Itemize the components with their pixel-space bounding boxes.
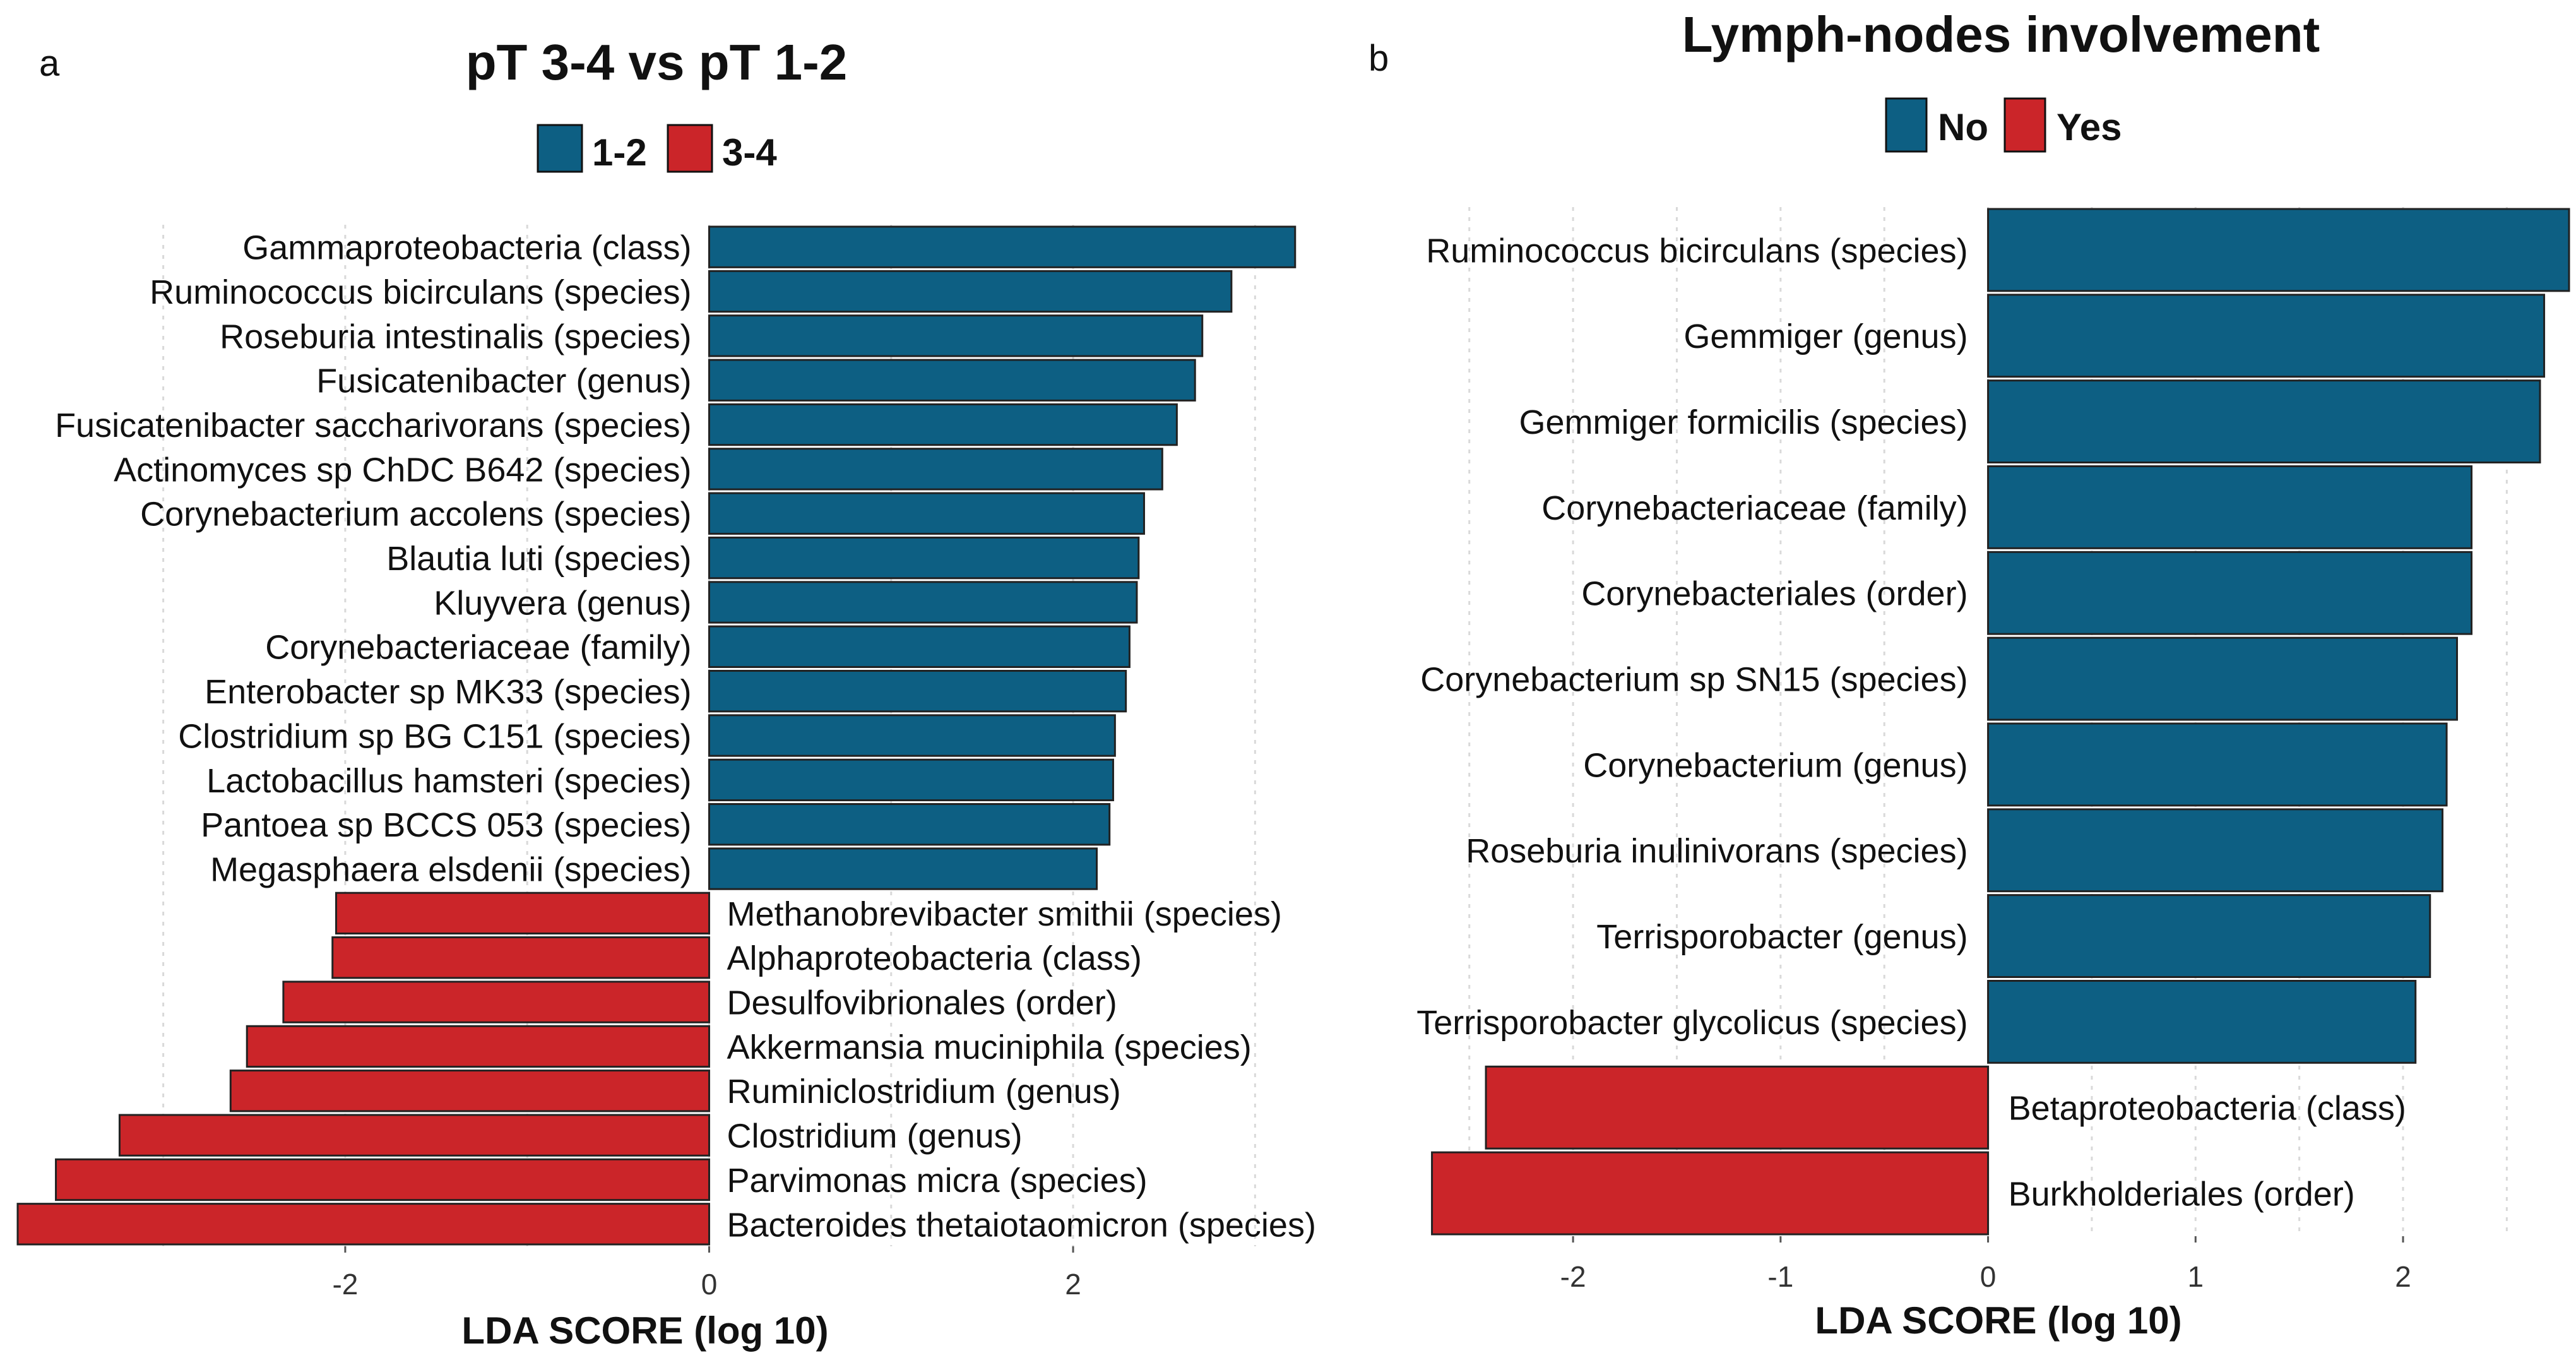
- panel-b-x-tick-label: -2: [1560, 1260, 1586, 1293]
- panel-a-bar-label: Enterobacter sp MK33 (species): [205, 673, 691, 711]
- panel-a-bar-label: Ruminiclostridium (genus): [727, 1073, 1120, 1111]
- panel-b-bar-label: Corynebacteriaceae (family): [1541, 489, 1968, 527]
- panel-b-bar: [1987, 636, 2458, 721]
- panel-a-bar: [708, 359, 1196, 402]
- panel-b-bar-label: Corynebacterium (genus): [1583, 746, 1968, 784]
- panel-a-bar: [708, 758, 1114, 802]
- panel-a-bar-label: Lactobacillus hamsteri (species): [206, 762, 691, 800]
- panel-b-bar-label: Ruminococcus bicirculans (species): [1426, 232, 1968, 270]
- panel-a-bar: [708, 492, 1145, 535]
- panel-a-bar-label: Gammaproteobacteria (class): [242, 229, 691, 267]
- panel-a-bar: [708, 669, 1127, 713]
- panel-b-bar: [1987, 894, 2431, 978]
- panel-a-label: a: [39, 43, 60, 84]
- panel-a-legend-swatch-1: [537, 124, 583, 173]
- panel-a-bar-label: Fusicatenibacter (genus): [316, 362, 691, 400]
- panel-a-bar: [708, 403, 1178, 446]
- panel-b-bar: [1485, 1065, 1990, 1150]
- panel-b-bar-label: Burkholderiales (order): [2009, 1176, 2355, 1213]
- panel-a-bar-label: Clostridium sp BG C151 (species): [178, 717, 691, 755]
- panel-a-bar-label: Desulfovibrionales (order): [727, 984, 1117, 1022]
- panel-a-bar-label: Clostridium (genus): [727, 1118, 1022, 1155]
- panel-a-bar-label: Methanobrevibacter smithii (species): [727, 895, 1281, 933]
- panel-b-x-tick-label: 2: [2395, 1260, 2411, 1293]
- panel-b-bar-label: Terrisporobacter (genus): [1596, 918, 1968, 956]
- panel-b-bar: [1987, 379, 2541, 464]
- panel-b-bar-label: Gemmiger (genus): [1683, 318, 1968, 355]
- panel-a-bar-label: Ruminococcus bicirculans (species): [150, 273, 691, 311]
- panel-a-bar: [708, 536, 1140, 580]
- panel-a-bar: [246, 1025, 710, 1068]
- panel-b-bar-label: Terrisporobacter glycolicus (species): [1416, 1004, 1968, 1042]
- panel-b-x-tick-label: 0: [1980, 1260, 1997, 1293]
- panel-a-bar: [16, 1203, 710, 1246]
- panel-a-bar-label: Parvimonas micra (species): [727, 1162, 1147, 1200]
- panel-a-bar: [708, 225, 1297, 268]
- panel-a-bar-label: Corynebacterium accolens (species): [140, 496, 691, 533]
- panel-b-bar-label: Corynebacterium sp SN15 (species): [1420, 661, 1968, 699]
- panel-a-bar: [229, 1070, 710, 1112]
- panel-b-legend-label-1: No: [1938, 106, 1988, 148]
- panel-a-title: pT 3-4 vs pT 1-2: [466, 34, 848, 90]
- panel-a-legend-label-2: 3-4: [722, 131, 777, 174]
- panel-a-bar: [708, 625, 1131, 668]
- panel-a-bar: [118, 1114, 710, 1157]
- panel-a-bar-label: Fusicatenibacter saccharivorans (species…: [55, 407, 691, 444]
- panel-a-x-axis-title: LDA SCORE (log 10): [461, 1309, 828, 1352]
- panel-b-bar-label: Corynebacteriales (order): [1581, 575, 1968, 613]
- panel-a-x-tick-label: -2: [332, 1268, 358, 1301]
- panel-a-bar-label: Alphaproteobacteria (class): [727, 939, 1141, 977]
- panel-a-bar: [708, 581, 1138, 624]
- panel-b-bar-label: Gemmiger formicilis (species): [1519, 403, 1968, 441]
- panel-a-bar: [708, 448, 1163, 491]
- panel-a-bar: [55, 1158, 710, 1201]
- panel-a-legend-swatch-2: [667, 124, 713, 173]
- panel-a-x-tick-label: 0: [701, 1268, 718, 1301]
- panel-a-bar: [331, 936, 710, 979]
- panel-a-bar: [708, 714, 1116, 757]
- panel-a-bar-label: Pantoea sp BCCS 053 (species): [201, 806, 691, 844]
- panel-b-bar: [1987, 808, 2443, 893]
- panel-a-bar: [708, 314, 1204, 357]
- panel-a-bar: [335, 891, 710, 935]
- panel-b-x-tick-label: -1: [1767, 1260, 1793, 1293]
- panel-a-bar-label: Bacteroides thetaiotaomicron (species): [727, 1206, 1315, 1244]
- panel-a-bar-label: Akkermansia muciniphila (species): [727, 1028, 1251, 1066]
- panel-a-bar-label: Corynebacteriaceae (family): [265, 629, 691, 667]
- panel-a-bar-label: Blautia luti (species): [386, 540, 691, 578]
- panel-a-bar: [708, 847, 1098, 890]
- panel-b-bar: [1431, 1151, 1990, 1236]
- panel-a-bar-label: Kluyvera (genus): [434, 584, 691, 622]
- panel-b-bar: [1987, 551, 2472, 635]
- panel-a-bar-label: Megasphaera elsdenii (species): [210, 850, 691, 888]
- panel-b-legend-swatch-2: [2003, 97, 2046, 153]
- panel-b-bar: [1987, 294, 2546, 378]
- panel-a-legend-label-1: 1-2: [592, 131, 647, 174]
- panel-a-x-tick-label: 2: [1065, 1268, 1081, 1301]
- panel-b-legend-label-2: Yes: [2057, 106, 2122, 148]
- panel-b-x-tick-label: 1: [2187, 1260, 2204, 1293]
- panel-a-plot: Gammaproteobacteria (class) Ruminococcus …: [16, 225, 1316, 1301]
- panel-a-bar-label: Actinomyces sp ChDC B642 (species): [114, 451, 691, 489]
- panel-b-bar: [1987, 465, 2472, 549]
- panel-a-bar: [708, 270, 1233, 313]
- panel-b-label: b: [1368, 38, 1389, 79]
- panel-b-bar: [1987, 980, 2417, 1064]
- panel-b-legend-swatch-1: [1885, 97, 1928, 153]
- panel-b-bar-label: Betaproteobacteria (class): [2009, 1090, 2406, 1128]
- panel-b-bar: [1987, 208, 2570, 292]
- panel-a-bar-label: Roseburia intestinalis (species): [220, 318, 691, 355]
- panel-b-title: Lymph-nodes involvement: [1682, 6, 2320, 63]
- panel-b-plot: Ruminococcus bicirculans (species) Gemmig…: [1416, 207, 2570, 1293]
- panel-a-bar: [282, 981, 710, 1023]
- panel-b-x-axis-title: LDA SCORE (log 10): [1815, 1299, 2181, 1342]
- panel-a-bar: [708, 803, 1111, 846]
- panel-b-bar: [1987, 722, 2448, 807]
- panel-b-bar-label: Roseburia inulinivorans (species): [1466, 832, 1968, 870]
